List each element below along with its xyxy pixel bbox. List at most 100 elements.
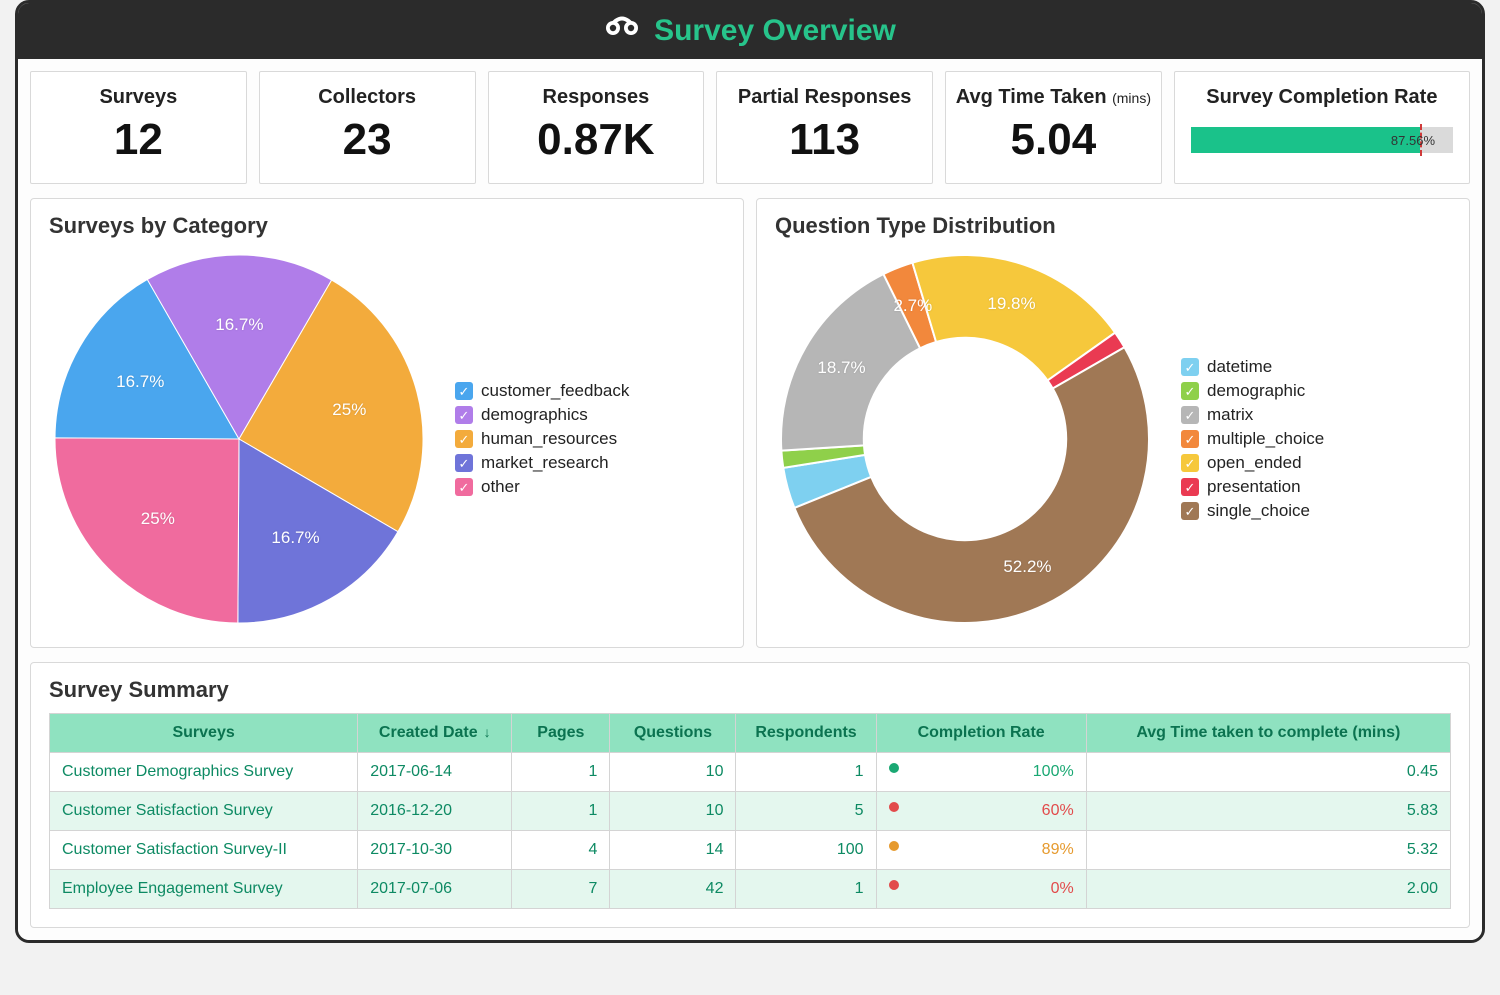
legend-swatch-icon[interactable]: ✓ — [1181, 430, 1199, 448]
table-row[interactable]: Employee Engagement Survey2017-07-067421… — [50, 870, 1451, 909]
col-resp[interactable]: Respondents — [736, 714, 876, 753]
cell: 0.45 — [1086, 753, 1450, 792]
kpi-value: 5.04 — [954, 115, 1153, 165]
col-questions[interactable]: Questions — [610, 714, 736, 753]
cell-completion-rate: 89% — [876, 831, 1086, 870]
legend-swatch-icon[interactable]: ✓ — [1181, 382, 1199, 400]
donut-legend[interactable]: ✓datetime✓demographic✓matrix✓multiple_ch… — [1181, 353, 1324, 525]
kpi-collectors: Collectors 23 — [259, 71, 476, 184]
legend-swatch-icon[interactable]: ✓ — [1181, 478, 1199, 496]
cell: 2017-10-30 — [358, 831, 512, 870]
legend-item[interactable]: ✓ single_choice — [1181, 501, 1324, 521]
legend-swatch-icon[interactable]: ✓ — [1181, 454, 1199, 472]
legend-item[interactable]: ✓ customer_feedback — [455, 381, 629, 401]
legend-label: single_choice — [1207, 501, 1310, 521]
slice-label: 25% — [332, 400, 366, 420]
legend-label: customer_feedback — [481, 381, 629, 401]
cell-completion-rate: 60% — [876, 792, 1086, 831]
legend-item[interactable]: ✓presentation — [1181, 477, 1324, 497]
pie-chart[interactable]: 16.7%16.7%25%16.7%25% — [49, 249, 429, 629]
cell: 7 — [512, 870, 610, 909]
slice-label: 16.7% — [215, 315, 263, 335]
legend-item[interactable]: ✓ demographic — [1181, 381, 1324, 401]
legend-label: matrix — [1207, 405, 1253, 425]
completion-bar-text: 87.56% — [1391, 127, 1435, 153]
cell: 1 — [512, 753, 610, 792]
legend-swatch-icon[interactable]: ✓ — [455, 430, 473, 448]
slice-label: 2.7% — [893, 296, 932, 316]
cell: 1 — [736, 870, 876, 909]
legend-swatch-icon[interactable]: ✓ — [455, 382, 473, 400]
cell: 100 — [736, 831, 876, 870]
cell: 2017-06-14 — [358, 753, 512, 792]
legend-label: multiple_choice — [1207, 429, 1324, 449]
panel-survey-summary: Survey Summary SurveysCreated Date↓Pages… — [30, 662, 1470, 928]
legend-swatch-icon[interactable]: ✓ — [455, 406, 473, 424]
legend-swatch-icon[interactable]: ✓ — [1181, 358, 1199, 376]
panel-title: Question Type Distribution — [775, 213, 1451, 239]
kpi-label: Collectors — [268, 86, 467, 109]
slice-label: 25% — [141, 509, 175, 529]
panel-surveys-by-category: Surveys by Category 16.7%16.7%25%16.7%25… — [30, 198, 744, 648]
slice-label: 16.7% — [271, 528, 319, 548]
col-avg[interactable]: Avg Time taken to complete (mins) — [1086, 714, 1450, 753]
kpi-label: Responses — [497, 86, 696, 109]
page-title: Survey Overview — [654, 14, 896, 48]
table-row[interactable]: Customer Satisfaction Survey2016-12-2011… — [50, 792, 1451, 831]
legend-swatch-icon[interactable]: ✓ — [455, 478, 473, 496]
kpi-value: 0.87K — [497, 115, 696, 165]
col-name[interactable]: Surveys — [50, 714, 358, 753]
table-row[interactable]: Customer Demographics Survey2017-06-1411… — [50, 753, 1451, 792]
cell: 1 — [512, 792, 610, 831]
legend-swatch-icon[interactable]: ✓ — [1181, 502, 1199, 520]
slice-label: 52.2% — [1003, 557, 1051, 577]
kpi-completion-rate: Survey Completion Rate 87.56% — [1174, 71, 1470, 184]
kpi-label-text: Avg Time Taken — [956, 86, 1107, 108]
kpi-label: Survey Completion Rate — [1183, 86, 1461, 109]
legend-item[interactable]: ✓ human_resources — [455, 429, 629, 449]
legend-item[interactable]: ✓ other — [455, 477, 629, 497]
cell: 2017-07-06 — [358, 870, 512, 909]
chart-row: Surveys by Category 16.7%16.7%25%16.7%25… — [30, 198, 1470, 648]
legend-label: human_resources — [481, 429, 617, 449]
cell: Customer Satisfaction Survey-II — [50, 831, 358, 870]
pie-legend[interactable]: ✓ customer_feedback ✓ demographics ✓ human_re… — [455, 377, 629, 501]
legend-label: demographic — [1207, 381, 1305, 401]
col-created[interactable]: Created Date↓ — [358, 714, 512, 753]
brand-monkey-icon — [604, 14, 640, 49]
panel-question-type: Question Type Distribution 18.7%2.7%19.8… — [756, 198, 1470, 648]
legend-label: demographics — [481, 405, 588, 425]
legend-item[interactable]: ✓ multiple_choice — [1181, 429, 1324, 449]
completion-bar-fill — [1191, 127, 1421, 153]
cell: 5.32 — [1086, 831, 1450, 870]
legend-swatch-icon[interactable]: ✓ — [1181, 406, 1199, 424]
legend-item[interactable]: ✓ demographics — [455, 405, 629, 425]
status-dot-icon — [889, 802, 899, 812]
legend-label: other — [481, 477, 520, 497]
survey-summary-table: SurveysCreated Date↓PagesQuestionsRespon… — [49, 713, 1451, 909]
kpi-avg-time: Avg Time Taken (mins) 5.04 — [945, 71, 1162, 184]
legend-swatch-icon[interactable]: ✓ — [455, 454, 473, 472]
cell: 14 — [610, 831, 736, 870]
legend-item[interactable]: ✓ matrix — [1181, 405, 1324, 425]
completion-bar-track: 87.56% — [1191, 127, 1453, 153]
legend-item[interactable]: ✓market_research — [455, 453, 629, 473]
slice-label: 18.7% — [817, 358, 865, 378]
legend-item[interactable]: ✓datetime — [1181, 357, 1324, 377]
col-pages[interactable]: Pages — [512, 714, 610, 753]
kpi-row: Surveys 12 Collectors 23 Responses 0.87K… — [30, 71, 1470, 184]
status-dot-icon — [889, 763, 899, 773]
cell: Employee Engagement Survey — [50, 870, 358, 909]
kpi-label: Surveys — [39, 86, 238, 109]
dashboard-content: Surveys 12 Collectors 23 Responses 0.87K… — [18, 59, 1482, 940]
cell: 2016-12-20 — [358, 792, 512, 831]
kpi-surveys: Surveys 12 — [30, 71, 247, 184]
kpi-label: Partial Responses — [725, 86, 924, 109]
legend-item[interactable]: ✓open_ended — [1181, 453, 1324, 473]
cell: Customer Satisfaction Survey — [50, 792, 358, 831]
kpi-label: Avg Time Taken (mins) — [954, 86, 1153, 109]
donut-chart[interactable]: 18.7%2.7%19.8%52.2% — [775, 249, 1155, 629]
table-row[interactable]: Customer Satisfaction Survey-II2017-10-3… — [50, 831, 1451, 870]
col-rate[interactable]: Completion Rate — [876, 714, 1086, 753]
cell: 10 — [610, 792, 736, 831]
